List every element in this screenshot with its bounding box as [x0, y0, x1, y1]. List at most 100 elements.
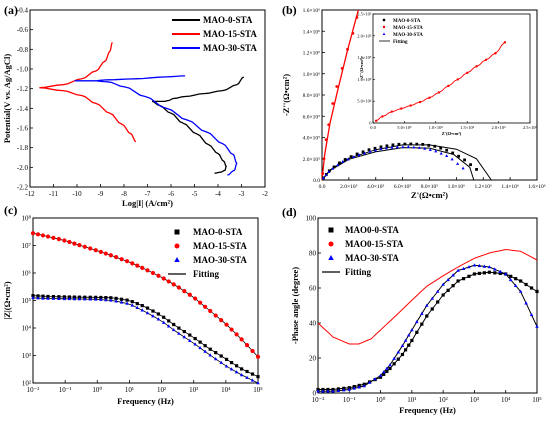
panel-c-data-point — [109, 298, 113, 302]
panel-b-y-tick-label: 1.6×10⁶ — [303, 8, 320, 14]
panel-c-data-point — [62, 295, 66, 299]
panel-c-data-point — [51, 235, 56, 240]
panel-d-data-point — [373, 377, 377, 381]
panel-b-data-point — [338, 161, 341, 165]
panel-c-data-point — [213, 313, 218, 318]
panel-c-data-point — [193, 296, 198, 301]
panel-d-fitting-line — [317, 248, 538, 345]
panel-c-y-tick-label: 10⁷ — [22, 242, 32, 250]
panel-c-data-point — [67, 239, 72, 245]
panel-c-data-point — [46, 294, 50, 299]
panel-c-data-point — [99, 297, 103, 301]
panel-b-data-point — [403, 142, 407, 146]
panel-b-y-tick-label: 2.0×10⁵ — [303, 157, 320, 163]
panel-b-data-point — [368, 149, 372, 153]
panel-d-data-point — [357, 385, 361, 389]
panel-b-inset-legend-marker — [382, 32, 386, 35]
panel-b-data-point — [331, 166, 335, 170]
panel-c-data-point — [198, 340, 202, 344]
panel-d-data-point — [472, 272, 477, 276]
panel-c-legend-label: MAO-0-STA — [193, 227, 243, 237]
panel-b-inset-y-tick-label: 1.0×10⁵ — [357, 77, 372, 82]
panel-c-data-point — [145, 268, 150, 273]
panel-d-data-point — [367, 380, 372, 384]
panel-c-data-point — [167, 319, 171, 323]
panel-c-data-point — [234, 364, 239, 368]
panel-c-data-point — [125, 301, 129, 305]
panel-d-data-point — [503, 272, 508, 276]
panel-a-x-axis-label: Log|I| (A/cm²) — [122, 198, 173, 208]
panel-c-data-point — [99, 295, 103, 300]
panel-c-x-tick-label: 10² — [157, 386, 166, 394]
panel-c-x-tick-label: 10⁻² — [27, 386, 40, 394]
panel-b-inset-data-point — [447, 84, 450, 88]
panel-b-data-point — [327, 123, 331, 127]
panel-b-y-tick-label: 1.2×10⁶ — [303, 51, 320, 57]
panel-c-legend-marker — [174, 229, 180, 235]
panel-b-data-point — [367, 148, 371, 152]
panel-b-data-point — [385, 144, 389, 148]
panel-c-y-tick-label: 10⁸ — [22, 215, 32, 223]
panel-b-data-point — [395, 145, 399, 149]
panel-b-inset-legend-label: MAO-30-STA — [393, 33, 423, 38]
panel-b-fitting-line — [321, 9, 359, 181]
panel-c-legend-label: MAO-30-STA — [193, 255, 247, 265]
panel-c-data-point — [229, 360, 234, 365]
panel-c-data-point — [244, 343, 250, 348]
panel-c-data-point — [135, 302, 139, 306]
panel-c-data-point — [250, 372, 255, 376]
panel-a-series-line — [74, 75, 238, 176]
panel-c-data-point — [82, 244, 87, 249]
panel-c-data-point — [98, 249, 103, 254]
panel-c-fitting-line — [32, 232, 259, 358]
panel-c-data-point — [41, 296, 45, 300]
panel-d-data-point — [467, 274, 471, 278]
panel-d-data-point — [425, 314, 429, 318]
panel-d-x-tick-label: 10¹ — [407, 396, 416, 404]
panel-c-data-point — [140, 308, 145, 312]
panel-d-data-point — [529, 312, 534, 317]
panel-c-data-point — [35, 232, 41, 237]
panel-c-data-point — [77, 243, 82, 248]
panel-d-legend-marker — [328, 255, 334, 260]
panel-b-inset-legend-marker — [382, 18, 386, 22]
panel-b-data-point — [327, 169, 331, 173]
panel-d-y-tick-label: 40 — [309, 320, 317, 328]
panel-c-data-point — [72, 241, 77, 246]
panel-b-inset-y-tick-label: 5.0×10⁴ — [357, 99, 372, 104]
panel-b-y-tick-label: 1.0×10⁶ — [303, 72, 320, 78]
panel-c-data-point — [156, 317, 161, 321]
panel-b-data-point — [417, 146, 421, 149]
panel-a-y-tick-label: -1.8 — [17, 144, 29, 152]
panel-c-data-point — [224, 322, 229, 327]
panel-c-data-point — [108, 253, 113, 258]
panel-b-inset-legend-label: MAO-15-STA — [393, 26, 423, 31]
panel-b-y-tick-label: 1.4×10⁶ — [303, 29, 320, 35]
panel-d-data-point — [493, 271, 497, 275]
panel-b-inset-y-tick-label: 0 — [369, 121, 372, 126]
panel-c-data-point — [224, 357, 229, 361]
panel-d-legend-label: Fitting — [345, 267, 371, 277]
panel-d-data-point — [498, 271, 502, 276]
panel-b-data-point — [445, 154, 449, 157]
panel-a-series-line — [39, 42, 137, 143]
panel-c-x-tick-label: 10³ — [189, 386, 198, 394]
panel-b-x-tick-label: 6.0×10⁵ — [394, 184, 411, 190]
panel-c-data-point — [234, 332, 239, 337]
panel-d-data-point — [321, 389, 325, 393]
panel-b-data-point — [331, 102, 335, 105]
panel-d-data-point — [535, 289, 539, 294]
panel-b-x-tick-label: 2.0×10⁵ — [340, 184, 357, 190]
panel-c-data-point — [46, 296, 50, 300]
panel-c-data-point — [41, 294, 45, 298]
panel-d-data-point — [396, 350, 401, 354]
panel-b-data-point — [439, 146, 443, 150]
panel-c-data-point — [31, 294, 35, 298]
panel-d-data-point — [388, 366, 392, 371]
panel-c-data-point — [219, 317, 224, 323]
panel-d-x-axis-label: Frequency (Hz) — [399, 405, 456, 415]
panel-c-data-point — [72, 297, 77, 301]
panel-c-data-point — [88, 246, 93, 251]
panel-d-data-point — [400, 352, 405, 357]
panel-c-data-point — [182, 335, 187, 339]
